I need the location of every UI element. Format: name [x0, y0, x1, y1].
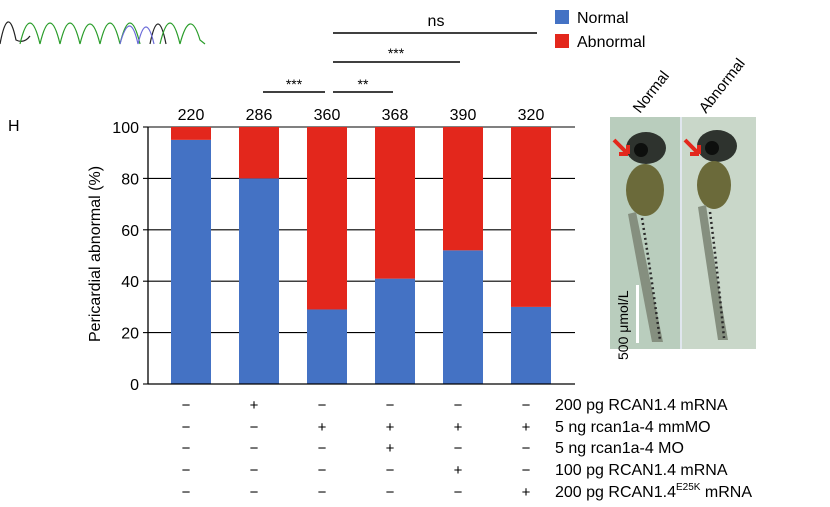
treatment-mark: − [454, 397, 463, 414]
n-labels: 220 286 360 368 390 320 [178, 107, 545, 124]
treatment-mark: − [318, 440, 327, 457]
treatment-mark: − [318, 484, 327, 501]
scale-bar-label: 500 μmol/L [615, 290, 631, 360]
legend-label-abnormal: Abnormal [577, 34, 645, 51]
y-tick-label: 100 [112, 120, 139, 137]
photo-label-abnormal: Abnormal [696, 55, 749, 116]
treatment-mark: − [386, 462, 395, 479]
gridlines [148, 126, 575, 334]
y-tick-label: 60 [121, 223, 139, 240]
legend-swatch-abnormal [555, 34, 569, 48]
treatment-mark: − [522, 462, 531, 479]
y-tick-label: 40 [121, 274, 139, 291]
treatment-mark: + [522, 419, 531, 436]
sig-triple-c-label: *** [388, 45, 405, 61]
treatment-mark: + [454, 462, 463, 479]
treatment-mark: − [386, 484, 395, 501]
y-axis-label: Pericardial abnormal (%) [87, 166, 104, 342]
n-label: 390 [450, 107, 477, 124]
n-label: 368 [382, 107, 409, 124]
y-tick-label: 80 [121, 171, 139, 188]
significance-brackets [263, 32, 537, 93]
bar-abnormal-1 [171, 127, 211, 140]
embryo-abnormal [697, 130, 737, 340]
bar-abnormal-4 [375, 127, 415, 279]
treatment-mark: + [318, 419, 327, 436]
treatment-mark: + [386, 440, 395, 457]
bar-normal-1 [171, 139, 211, 384]
y-tick-label: 0 [130, 377, 139, 394]
legend: Normal Abnormal [555, 10, 645, 51]
n-label: 286 [246, 107, 273, 124]
treatment-mark: − [182, 419, 191, 436]
bars [171, 127, 551, 384]
bar-abnormal-3 [307, 127, 347, 310]
treatment-mark: − [182, 462, 191, 479]
treatment-mark: − [386, 397, 395, 414]
legend-swatch-normal [555, 10, 569, 24]
sig-triple-a-label: *** [286, 76, 303, 92]
scale-bar [636, 285, 639, 343]
treatment-mark: − [250, 440, 259, 457]
treatment-mark: − [318, 397, 327, 414]
arrow-icon [683, 138, 701, 156]
n-label: 220 [178, 107, 205, 124]
treatment-mark: − [250, 462, 259, 479]
legend-label-normal: Normal [577, 10, 629, 27]
bar-normal-2 [239, 178, 279, 384]
treatment-mark: − [182, 440, 191, 457]
photo-label-normal: Normal [630, 68, 673, 117]
treatment-mark: − [182, 397, 191, 414]
bar-normal-6 [511, 306, 551, 384]
arrow-icon [612, 138, 630, 156]
chromatogram-trace [0, 21, 206, 45]
sig-ns-label: ns [428, 13, 445, 30]
n-label: 360 [314, 107, 341, 124]
treatment-label: 200 pg RCAN1.4 mRNA [555, 397, 728, 414]
y-tick-label: 20 [121, 326, 139, 343]
bar-normal-4 [375, 278, 415, 384]
treatment-mark: − [250, 419, 259, 436]
treatment-mark: − [522, 397, 531, 414]
treatment-label: 200 pg RCAN1.4E25K mRNA [555, 482, 752, 501]
treatment-mark: + [522, 484, 531, 501]
treatment-mark: + [386, 419, 395, 436]
bar-abnormal-2 [239, 127, 279, 179]
bar-abnormal-6 [511, 127, 551, 307]
treatment-label: 5 ng rcan1a-4 mmMO [555, 419, 711, 436]
embryo-photo: 500 μmol/L [610, 117, 756, 360]
n-label: 320 [518, 107, 545, 124]
bar-normal-5 [443, 250, 483, 384]
bar-normal-3 [307, 309, 347, 384]
treatment-mark: − [250, 484, 259, 501]
treatment-mark: − [454, 440, 463, 457]
treatment-label: 5 ng rcan1a-4 MO [555, 440, 684, 457]
treatment-table: − + − − − − 200 pg RCAN1.4 mRNA − − + + + +5 ng rcan… [182, 397, 753, 501]
treatment-mark: − [318, 462, 327, 479]
embryo-normal [626, 132, 666, 342]
treatment-label: 100 pg RCAN1.4 mRNA [555, 462, 728, 479]
treatment-mark: − [522, 440, 531, 457]
treatment-mark: − [454, 484, 463, 501]
sig-double-label: ** [358, 76, 369, 92]
treatment-mark: + [454, 419, 463, 436]
y-tick-labels: 0 20 40 60 80 100 [112, 120, 148, 394]
panel-label: H [8, 118, 20, 135]
bar-abnormal-5 [443, 127, 483, 251]
treatment-mark: + [250, 397, 259, 414]
treatment-mark: − [182, 484, 191, 501]
